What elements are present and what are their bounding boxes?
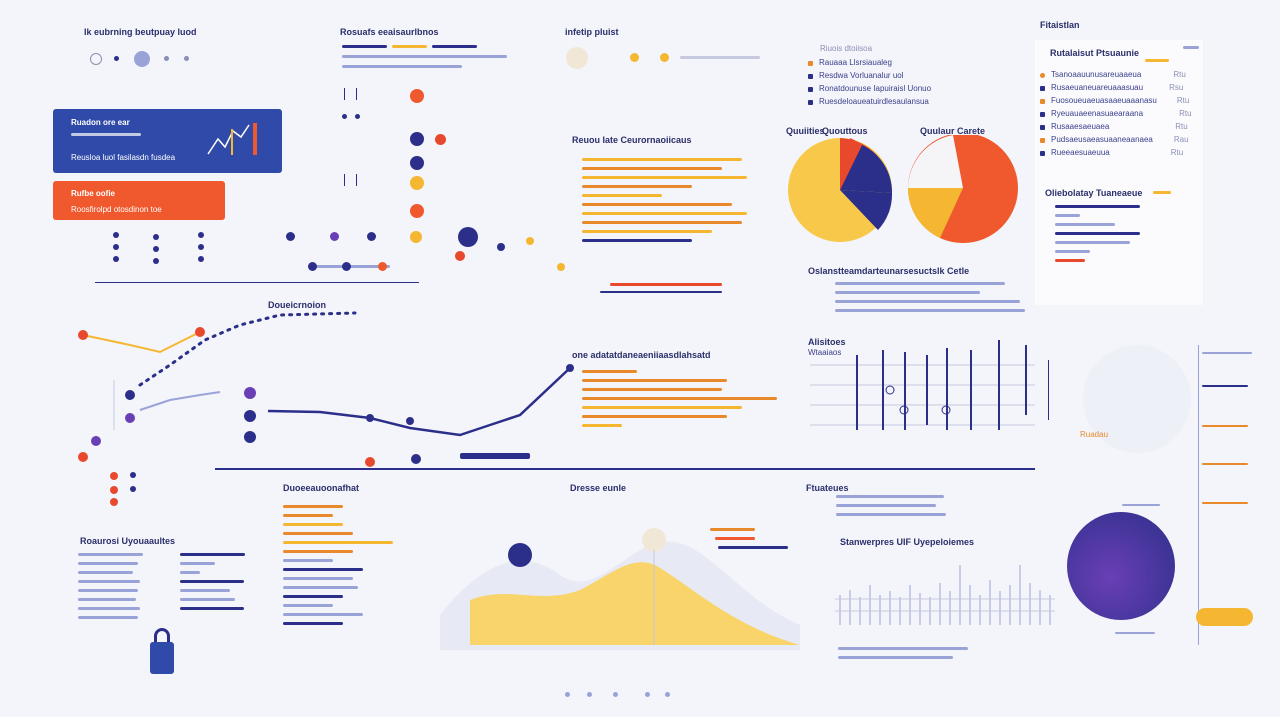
- gauge-circle: [1083, 345, 1191, 453]
- slider-handle[interactable]: [342, 262, 351, 271]
- area-chart-title: Dresse eunle: [570, 483, 627, 493]
- legend-item: Ruesdeloaueatuirdlesaulansua: [808, 97, 929, 107]
- bottom-right-sub: Stanwerpres UIF Uyepeloiemes: [840, 537, 975, 547]
- bottom-left-list-2: [180, 553, 260, 616]
- table-row[interactable]: Pudsaeusaeasuaaneaanaea Rau: [1040, 135, 1189, 145]
- avatar[interactable]: [134, 51, 150, 67]
- timeline: [340, 86, 465, 276]
- section-title-center: infetip pluist: [565, 27, 619, 37]
- bullet-icon: [184, 56, 189, 61]
- table-title: Rutalaisut Ptsuaunie: [1050, 48, 1140, 58]
- lock-icon[interactable]: [150, 628, 174, 676]
- bullet-icon: [164, 56, 169, 61]
- grid-lines: [835, 282, 1035, 318]
- divider: [1048, 360, 1049, 420]
- bar-histogram[interactable]: [835, 555, 1065, 630]
- page-title-left: Ik eubrning beutpuay luod: [84, 27, 197, 37]
- slider-handle[interactable]: [308, 262, 317, 271]
- marker-dot[interactable]: [458, 227, 478, 247]
- pie-left-label: Quuiities: [786, 126, 825, 136]
- status-badge: [1153, 191, 1171, 194]
- center-list: [582, 158, 752, 248]
- center-list-title: Reuou Iate Ceurornaoiicaus: [572, 135, 692, 145]
- grid-title: Oslanstteamdarteunarsesuctslk Cetle: [808, 266, 970, 276]
- card-title: Rufbe oofie: [71, 189, 115, 198]
- legend-item: Ronatdounuse Iapuiraisl Uonuo: [808, 84, 931, 94]
- toolbar-left: [84, 50, 264, 68]
- section-title-mid: Rosuafs eeaisaurlbnos: [340, 27, 439, 37]
- bottom-mid-list: [283, 505, 413, 631]
- marker-dot: [526, 237, 534, 245]
- bullet-icon: [630, 53, 639, 62]
- card-subtitle: Roosfirolpd otosdinon toe: [71, 205, 162, 214]
- circle-icon[interactable]: [90, 53, 102, 65]
- divider: [95, 282, 419, 283]
- table-row[interactable]: Rusaaesaeuaea Rtu: [1040, 122, 1188, 132]
- legend-item: Rauaaa Llsrsiaualeg: [808, 58, 892, 68]
- table-row[interactable]: Rueeaesuaeuua Rtu: [1040, 148, 1183, 158]
- marker-dot: [497, 243, 505, 251]
- slider-handle[interactable]: [378, 262, 387, 271]
- donut-chart[interactable]: [1067, 512, 1175, 620]
- detail-title: one adatatdaneaeniiaasdlahsatd: [572, 350, 711, 360]
- card-title: Ruadon ore ear: [71, 118, 130, 127]
- legend-item: Resdwa Vorluanalur uol: [808, 71, 904, 81]
- bottom-mid-title: Duoeeauoonafhat: [283, 483, 360, 493]
- divider: [215, 468, 1035, 470]
- chart-icon: [207, 123, 257, 155]
- section-title-right: Fitaistlan: [1040, 20, 1080, 30]
- bar-chart[interactable]: [800, 340, 1060, 450]
- range-bar[interactable]: [610, 283, 722, 286]
- dot-matrix: [110, 232, 410, 272]
- bar-area-sub: Wtaaiaos: [808, 348, 842, 357]
- bottom-left-list: [78, 553, 258, 625]
- marker-dot: [557, 263, 565, 271]
- pie-charts[interactable]: [780, 135, 1030, 255]
- bottom-right-list: [836, 495, 956, 522]
- summary-card-blue[interactable]: Ruadon ore ear Reusloa luol fasilasdn fu…: [53, 109, 282, 173]
- line-chart[interactable]: [70, 300, 580, 480]
- bottom-right-notes: [838, 647, 978, 665]
- summary-card-orange[interactable]: Rufbe oofie Roosfirolpd otosdinon toe: [53, 181, 225, 220]
- bar-area-title: Alisitoes: [808, 337, 846, 347]
- bottom-right-title: Ftuateues: [806, 483, 849, 493]
- table-title-2: Oliebolatay Tuaneaeue: [1045, 188, 1143, 198]
- table-lines: [1055, 205, 1155, 268]
- card-subtitle: Reusloa luol fasilasdn fusdea: [71, 153, 176, 162]
- toggle-button[interactable]: [1196, 608, 1253, 626]
- divider: [1115, 632, 1155, 634]
- progress-bar[interactable]: [460, 453, 530, 459]
- table-row[interactable]: Tsanoaauunusareuaaeua Rtu: [1040, 70, 1186, 80]
- bottom-left-title: Roaurosi Uyouaaultes: [80, 536, 176, 546]
- table-row[interactable]: Ryeuauaeenasuaearaana Rtu: [1040, 109, 1192, 119]
- bullet-icon: [660, 53, 669, 62]
- legend-swatch: [710, 528, 755, 531]
- divider: [1122, 504, 1160, 506]
- legend-swatch: [718, 546, 788, 549]
- gauge-value: Ruadau: [1080, 430, 1109, 439]
- detail-list: [582, 370, 782, 433]
- chart-title: Doueicrnoion: [268, 300, 326, 310]
- pie-right-label: Quulaur Carete: [920, 126, 986, 136]
- legend-header: Riuois dtoiisoa: [820, 44, 873, 53]
- divider: [680, 56, 760, 59]
- range-bar[interactable]: [600, 291, 722, 293]
- sun-icon: [566, 47, 588, 69]
- pie-mid-label: Quouttous: [822, 126, 868, 136]
- table-row[interactable]: Fuosoueuaeuasaaeuaaanasu Rtu: [1040, 96, 1189, 106]
- legend-swatch: [715, 537, 755, 540]
- bullet-icon: [114, 56, 119, 61]
- area-chart[interactable]: [440, 505, 810, 655]
- table-row[interactable]: Rusaeuaneuareuaaasuau Rsu: [1040, 83, 1183, 93]
- divider: [1198, 345, 1199, 645]
